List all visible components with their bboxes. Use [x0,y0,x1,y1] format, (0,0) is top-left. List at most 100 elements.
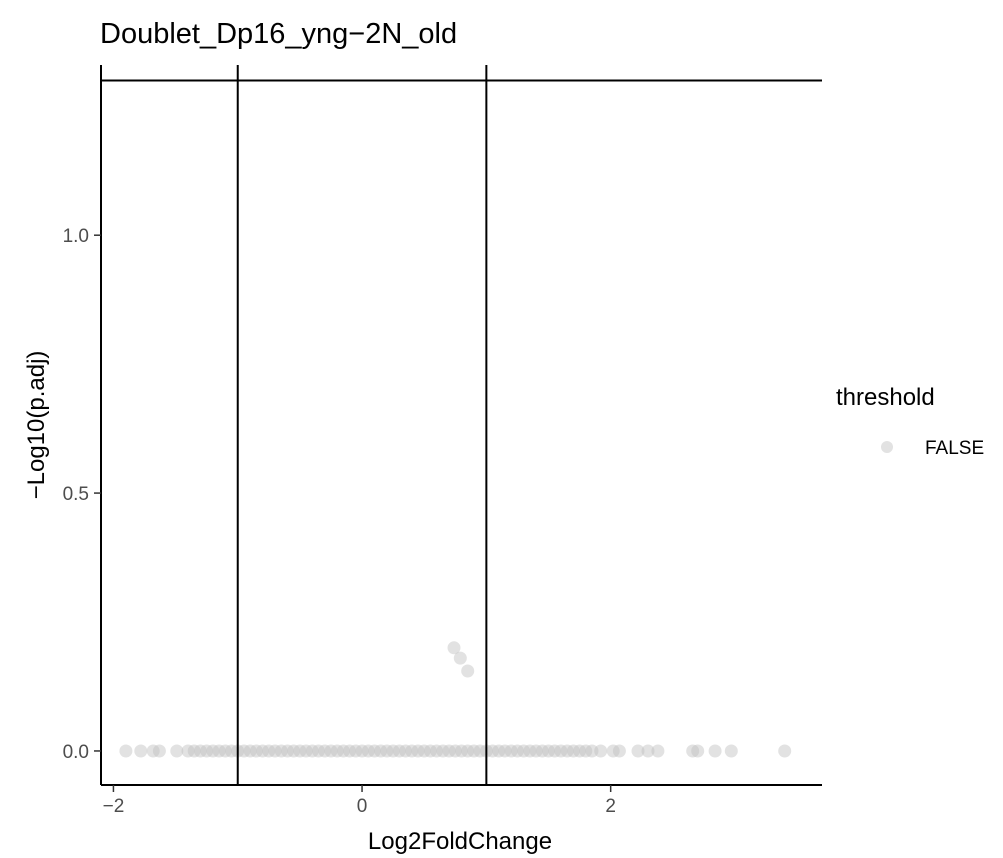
data-point [299,744,313,758]
y-tick-label: 0.0 [63,742,89,763]
data-point [281,744,294,758]
chart-title: Doublet_Dp16_yng−2N_old [100,18,457,50]
data-point [579,744,593,758]
data-point [318,744,332,758]
points-layer [119,641,792,758]
data-point [392,744,406,758]
data-point [436,744,450,758]
data-point [691,744,705,758]
data-point [312,744,325,758]
data-point [212,744,226,758]
x-tick-label: 0 [357,796,368,817]
data-point [535,744,549,758]
data-point [349,744,363,758]
data-point [724,744,738,758]
data-point [529,744,543,758]
data-point [274,744,288,758]
data-point [423,744,437,758]
data-point [453,651,467,665]
data-point [651,744,665,758]
y-tick-label: 1.0 [63,226,89,247]
data-point [293,744,307,758]
reference-lines [101,65,822,785]
data-point [262,744,276,758]
data-point [542,744,555,758]
data-point [473,744,487,758]
data-point [355,744,369,758]
data-point [573,744,587,758]
data-point [447,641,461,655]
data-point [343,744,357,758]
data-point [152,744,166,758]
legend-title: threshold [836,384,935,411]
data-point [218,744,232,758]
data-point [778,744,792,758]
data-point [268,744,282,758]
data-point [442,744,456,758]
legend: threshold FALSE [836,384,984,459]
data-point [256,744,270,758]
data-point [170,744,184,758]
data-point [243,744,257,758]
data-point [187,744,201,758]
data-point [455,744,468,758]
legend-label-false: FALSE [925,438,984,459]
data-point [498,744,512,758]
data-point [467,744,481,758]
data-point [119,744,133,758]
data-point [249,744,263,758]
data-point [417,744,431,758]
data-point [305,744,319,758]
data-point [386,744,400,758]
data-point [554,744,568,758]
data-point [374,744,388,758]
data-point [523,744,537,758]
data-point [461,664,475,678]
data-point [193,744,207,758]
x-tick-label: −2 [103,796,125,817]
data-point [612,744,626,758]
data-point [510,744,524,758]
data-point [430,744,444,758]
data-point [330,744,344,758]
y-tick-label: 0.5 [63,484,89,505]
data-point [200,744,214,758]
data-point [594,744,608,758]
data-point [448,744,462,758]
y-axis-title: −Log10(p.adj) [23,351,50,500]
data-point [134,744,148,758]
data-point [405,744,419,758]
data-point [548,744,562,758]
data-point [461,744,475,758]
axes: −2 0 2 0.0 0.5 1.0 [63,65,822,817]
data-point [324,744,338,758]
data-point [336,744,350,758]
data-point [631,744,645,758]
data-point [287,744,301,758]
data-point [686,744,700,758]
data-point [517,744,531,758]
data-point [237,744,251,758]
x-axis-title: Log2FoldChange [368,828,552,855]
data-point [361,744,375,758]
data-point [504,744,518,758]
data-point [560,744,574,758]
data-point [368,744,381,758]
data-point [585,744,599,758]
data-point [486,744,500,758]
x-tick-label: 2 [605,796,616,817]
legend-key-false [881,441,893,453]
data-point [606,744,620,758]
data-point [206,744,220,758]
data-point [492,744,506,758]
data-point [411,744,425,758]
data-point [181,744,195,758]
data-point [225,744,238,758]
data-point [146,744,160,758]
data-point [399,744,413,758]
data-point [566,744,580,758]
data-point [708,744,722,758]
data-point [641,744,655,758]
data-point [380,744,394,758]
